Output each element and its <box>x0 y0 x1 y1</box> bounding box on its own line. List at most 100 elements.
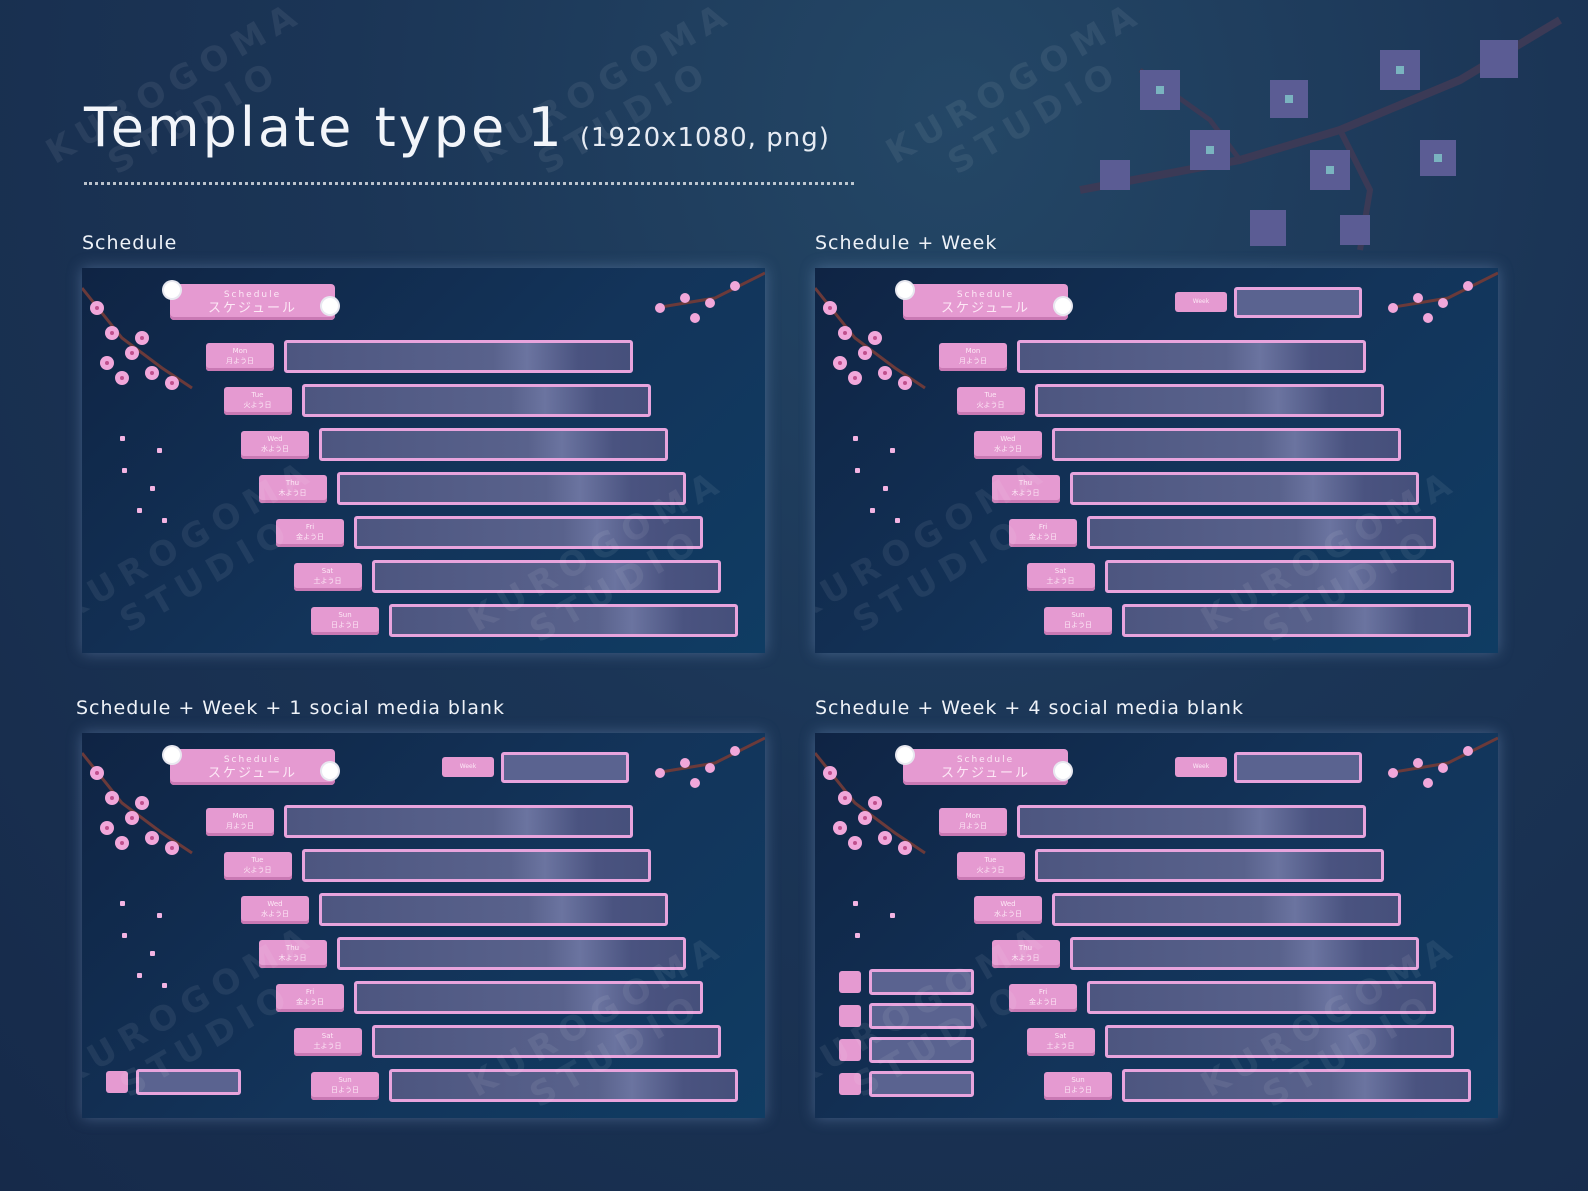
day-badge-mon: Mon 月よう日 <box>939 808 1007 836</box>
schedule-header-jp: スケジュール <box>940 301 1031 316</box>
petal-icon <box>853 901 858 906</box>
day-label-en: Sat <box>321 567 334 575</box>
social-icon-placeholder <box>839 971 861 993</box>
social-handle-field[interactable] <box>869 1003 974 1029</box>
social-handle-field[interactable] <box>869 969 974 995</box>
day-label-en: Fri <box>305 988 315 996</box>
day-schedule-field-sat[interactable] <box>1104 560 1454 593</box>
petal-icon <box>157 448 162 453</box>
day-label-jp: 金よう日 <box>296 998 324 1006</box>
day-schedule-field-wed[interactable] <box>1052 428 1401 461</box>
day-badge-sun: Sun 日よう日 <box>311 607 379 635</box>
week-field[interactable] <box>1234 287 1362 318</box>
day-schedule-field-fri[interactable] <box>1087 981 1436 1014</box>
day-schedule-field-sat[interactable] <box>371 560 721 593</box>
day-label-en: Thu <box>285 479 300 487</box>
day-schedule-field-mon[interactable] <box>284 805 633 838</box>
social-handle-field[interactable] <box>869 1037 974 1063</box>
day-schedule-field-tue[interactable] <box>301 849 651 882</box>
day-schedule-field-thu[interactable] <box>336 472 686 505</box>
day-schedule-field-sun[interactable] <box>1122 1069 1471 1102</box>
day-label-en: Sat <box>321 1032 334 1040</box>
day-schedule-field-tue[interactable] <box>1034 849 1384 882</box>
petal-icon <box>150 951 155 956</box>
day-badge-thu: Thu 木よう日 <box>258 940 327 968</box>
social-icon-placeholder <box>839 1039 861 1061</box>
section-label: Schedule <box>82 232 178 254</box>
day-badge-mon: Mon 月よう日 <box>206 808 274 836</box>
day-schedule-field-fri[interactable] <box>354 981 703 1014</box>
day-schedule-field-thu[interactable] <box>336 937 686 970</box>
day-schedule-field-tue[interactable] <box>1034 384 1384 417</box>
day-label-en: Tue <box>984 391 997 399</box>
day-label-jp: 木よう日 <box>1011 954 1040 962</box>
day-badge-sat: Sat 土よう日 <box>1026 1028 1095 1056</box>
social-icon-placeholder <box>106 1071 128 1093</box>
week-field[interactable] <box>501 752 629 783</box>
title-divider <box>84 182 854 185</box>
day-label-jp: 月よう日 <box>226 357 254 365</box>
social-icon-placeholder <box>839 1073 861 1095</box>
petal-icon <box>853 436 858 441</box>
day-label-en: Mon <box>232 347 248 355</box>
day-schedule-field-thu[interactable] <box>1069 937 1419 970</box>
week-field[interactable] <box>1234 752 1362 783</box>
day-label-en: Wed <box>1000 900 1016 908</box>
day-label-en: Fri <box>1038 988 1048 996</box>
day-schedule-field-wed[interactable] <box>319 428 668 461</box>
day-schedule-field-sun[interactable] <box>389 604 738 637</box>
white-flower-icon <box>322 763 338 779</box>
petal-icon <box>870 508 875 513</box>
day-badge-sun: Sun 日よう日 <box>1044 1072 1112 1100</box>
petal-icon <box>150 486 155 491</box>
day-schedule-field-thu[interactable] <box>1069 472 1419 505</box>
day-schedule-field-sun[interactable] <box>389 1069 738 1102</box>
day-label-en: Mon <box>965 812 981 820</box>
day-label-jp: 月よう日 <box>959 357 987 365</box>
white-flower-icon <box>897 747 913 763</box>
day-label-jp: 水よう日 <box>994 910 1022 918</box>
day-schedule-field-sat[interactable] <box>1104 1025 1454 1058</box>
day-label-en: Fri <box>1038 523 1048 531</box>
day-schedule-field-mon[interactable] <box>284 340 633 373</box>
schedule-header-en: Schedule <box>956 290 1015 300</box>
page-header: Template type 1 (1920x1080, png) <box>84 96 830 159</box>
petal-icon <box>122 468 127 473</box>
day-label-jp: 日よう日 <box>1064 1086 1092 1094</box>
day-schedule-field-tue[interactable] <box>301 384 651 417</box>
day-label-en: Sun <box>1071 1076 1085 1084</box>
day-badge-wed: Wed 水よう日 <box>241 431 309 459</box>
day-schedule-field-sat[interactable] <box>371 1025 721 1058</box>
day-label-jp: 月よう日 <box>959 822 987 830</box>
petal-icon <box>122 933 127 938</box>
day-badge-wed: Wed 水よう日 <box>241 896 309 924</box>
day-schedule-field-sun[interactable] <box>1122 604 1471 637</box>
day-schedule-field-wed[interactable] <box>319 893 668 926</box>
day-label-en: Tue <box>984 856 997 864</box>
day-schedule-field-fri[interactable] <box>354 516 703 549</box>
day-label-en: Mon <box>965 347 981 355</box>
day-label-en: Wed <box>267 900 283 908</box>
petal-icon <box>137 973 142 978</box>
cherry-blossom-icon <box>654 736 765 788</box>
day-schedule-field-wed[interactable] <box>1052 893 1401 926</box>
template-preview: Schedule スケジュール Week Mon 月よう日 Tue 火よう日 Wed 水よう日 T… <box>815 733 1498 1118</box>
social-handle-field[interactable] <box>136 1069 241 1095</box>
day-label-en: Sun <box>338 611 352 619</box>
template-preview: Schedule スケジュール Week Mon 月よう日 Tue 火よう日 Wed 水よう日 T… <box>82 733 765 1118</box>
day-schedule-field-mon[interactable] <box>1017 340 1366 373</box>
day-label-jp: 土よう日 <box>313 577 342 585</box>
page-title: Template type 1 <box>84 96 565 159</box>
day-badge-tue: Tue 火よう日 <box>956 387 1025 415</box>
day-schedule-field-mon[interactable] <box>1017 805 1366 838</box>
day-label-jp: 木よう日 <box>278 954 307 962</box>
page-subtitle: (1920x1080, png) <box>579 123 830 153</box>
social-handle-field[interactable] <box>869 1071 974 1097</box>
day-badge-fri: Fri 金よう日 <box>1009 519 1077 547</box>
template-preview: Schedule スケジュール Week Mon 月よう日 Tue 火よう日 Wed 水よう日 T… <box>815 268 1498 653</box>
day-schedule-field-fri[interactable] <box>1087 516 1436 549</box>
day-label-jp: 水よう日 <box>261 445 289 453</box>
cherry-blossom-icon <box>82 752 193 855</box>
white-flower-icon <box>1055 763 1071 779</box>
day-label-en: Sun <box>338 1076 352 1084</box>
